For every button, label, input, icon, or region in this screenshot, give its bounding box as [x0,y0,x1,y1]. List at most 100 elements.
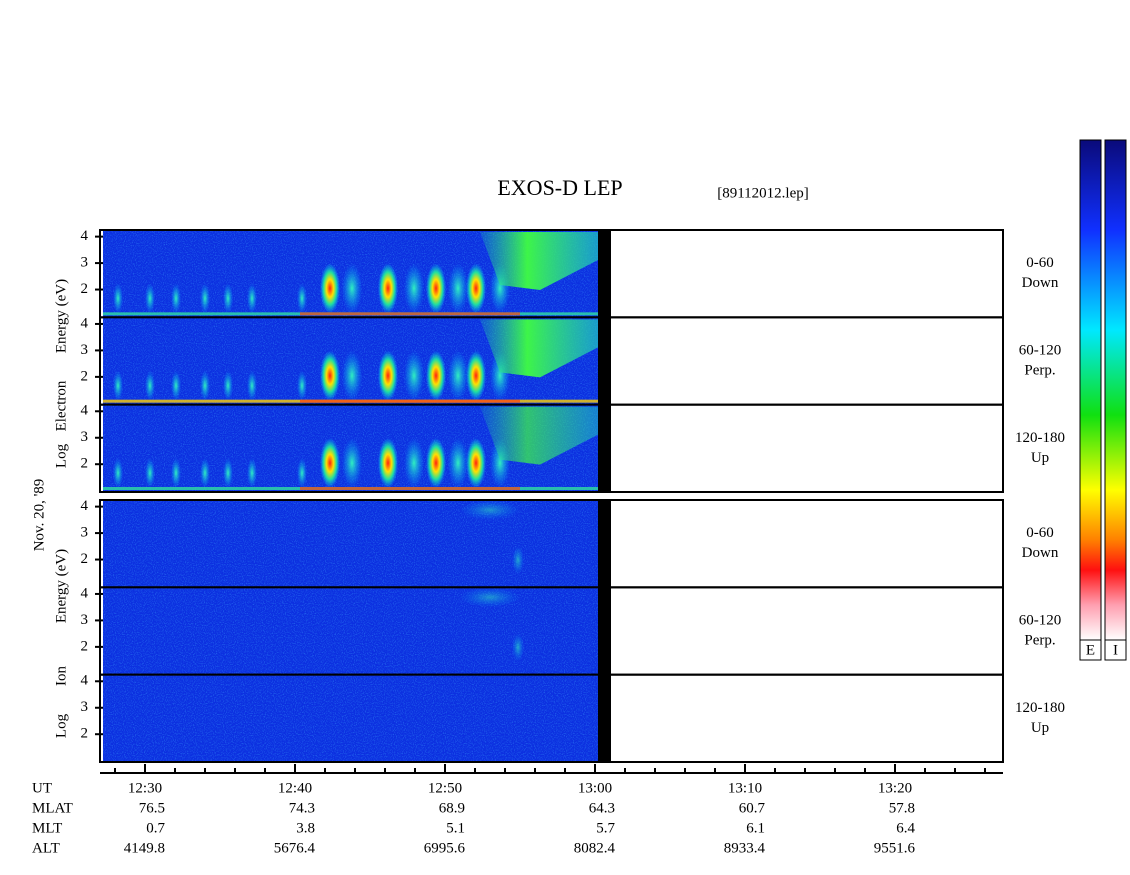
data-gap [598,404,611,492]
orbit-value: 5.7 [596,820,615,836]
spectrum-feature [404,263,424,314]
y-axis-label: Log [53,443,69,468]
spectrum-feature [247,370,257,401]
spectrum-feature [512,633,524,662]
spectrum-feature [466,350,486,401]
spectrum-feature [145,283,155,314]
y-tick-label: 3 [81,429,89,445]
y-tick-label: 3 [81,699,89,715]
spectrum-feature [223,370,233,401]
title: EXOS-D LEP [497,175,622,200]
spectrogram-noise [103,500,598,588]
y-axis-label: Ion [53,666,69,686]
spectrum-feature [460,587,520,608]
spectrum-feature [200,370,210,401]
y-tick-label: 4 [81,673,89,689]
spectrum-feature [466,263,486,314]
file-name: [89112012.lep] [717,185,809,201]
spectrum-feature [404,438,424,488]
orbit-value: 6995.6 [424,840,466,856]
y-tick-label: 3 [81,525,89,541]
spectrum-feature [300,312,520,316]
orbit-value: 6.1 [746,820,765,836]
colorbar [1104,139,1127,641]
spectrum-feature [200,458,210,488]
row-label: UT [32,780,52,796]
orbit-value: 8082.4 [574,840,616,856]
x-tick-label: 12:40 [278,780,312,796]
data-gap [598,500,611,588]
x-tick-label: 13:10 [728,780,762,796]
y-tick-label: 4 [81,403,89,419]
data-gap [598,674,611,762]
spectrum-feature [512,546,524,574]
spectrum-feature [320,350,340,401]
spectrum-feature [145,370,155,401]
orbit-value: 68.9 [439,800,465,816]
spectrum-feature [113,283,123,314]
spectrum-feature [480,232,598,290]
spectrum-feature [171,283,181,314]
spectrum-feature [342,350,362,401]
orbit-value: 0.7 [146,820,165,836]
orbit-value: 6.4 [896,820,915,836]
spectrogram-noise [103,674,598,762]
row-label: MLAT [32,800,73,816]
time-axis: 12:30 12:40 12:50 13:00 13:10 13:20 UT MLAT 76.5… [32,764,1003,856]
x-tick-label: 13:00 [578,780,612,796]
orbit-value: 74.3 [289,800,315,816]
y-tick-label: 4 [81,228,89,244]
orbit-value: 5676.4 [274,840,316,856]
panel-label: 120-180 [1015,430,1065,446]
y-tick-label: 2 [81,638,89,654]
spectrum-feature [297,370,307,401]
spectrum-feature [460,500,520,520]
panel-frame [99,403,1004,493]
y-tick-label: 4 [81,498,89,514]
y-tick-label: 4 [81,585,89,601]
spectrogram-noise [103,587,598,675]
colorbar-label-box [1079,639,1102,661]
spectrum-feature [342,438,362,488]
spectrum-feature [466,438,486,488]
spectrum-feature [200,283,210,314]
panel-label: 60-120 [1019,612,1062,628]
x-tick-label: 12:50 [428,780,462,796]
x-tick-label: 12:30 [128,780,162,796]
spectrum-feature [448,263,468,314]
panel-label: Up [1031,720,1049,736]
data-gap [598,317,611,405]
panel-label: 0-60 [1026,525,1054,541]
spectrum-feature [342,263,362,314]
y-tick-label: 2 [81,726,89,742]
orbit-value: 60.7 [739,800,766,816]
spectrum-feature [378,263,398,314]
spectrum-feature [223,283,233,314]
spectrum-feature [426,350,446,401]
spectrum-feature [171,370,181,401]
colorbar-label: E [1086,642,1095,658]
panel-label: 120-180 [1015,700,1065,716]
colorbar-label-box [1104,639,1127,661]
spectrum-feature [171,458,181,488]
spectrum-feature [426,438,446,488]
spectrum-feature [378,438,398,488]
colorbar [1079,139,1102,641]
spectrum-feature [426,263,446,314]
panel-label: Up [1031,450,1049,466]
y-tick-label: 3 [81,255,89,271]
colorbar-label: I [1113,642,1118,658]
y-axis-label: Electron [53,380,69,431]
spectrum-feature [378,350,398,401]
orbit-value: 5.1 [446,820,465,836]
orbit-value: 3.8 [296,820,315,836]
spectrum-feature [223,458,233,488]
row-label: ALT [32,840,60,856]
data-gap [598,230,611,318]
y-axis-label: Energy (eV) [53,549,69,623]
y-tick-label: 3 [81,612,89,628]
orbit-value: 76.5 [139,800,165,816]
y-tick-label: 3 [81,342,89,358]
orbit-value: 9551.6 [874,840,916,856]
